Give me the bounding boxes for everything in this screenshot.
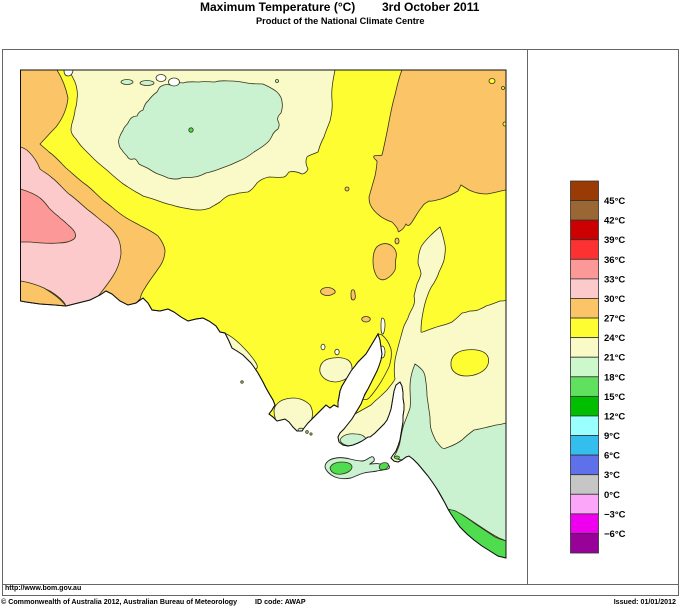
svg-text:18°C: 18°C [604, 372, 625, 383]
svg-text:42°C: 42°C [604, 216, 625, 227]
svg-text:33°C: 33°C [604, 274, 625, 285]
svg-text:27°C: 27°C [604, 314, 625, 325]
svg-text:24°C: 24°C [604, 333, 625, 344]
svg-text:12°C: 12°C [604, 412, 625, 423]
svg-text:45°C: 45°C [604, 196, 625, 207]
svg-text:6°C: 6°C [604, 451, 620, 462]
svg-text:15°C: 15°C [604, 392, 625, 403]
svg-text:39°C: 39°C [604, 235, 625, 246]
svg-text:−3°C: −3°C [604, 509, 626, 520]
svg-text:0°C: 0°C [604, 490, 620, 501]
svg-text:21°C: 21°C [604, 353, 625, 364]
svg-text:9°C: 9°C [604, 431, 620, 442]
svg-text:30°C: 30°C [604, 294, 625, 305]
svg-text:3°C: 3°C [604, 470, 620, 481]
svg-text:−6°C: −6°C [604, 529, 626, 540]
svg-text:36°C: 36°C [604, 255, 625, 266]
